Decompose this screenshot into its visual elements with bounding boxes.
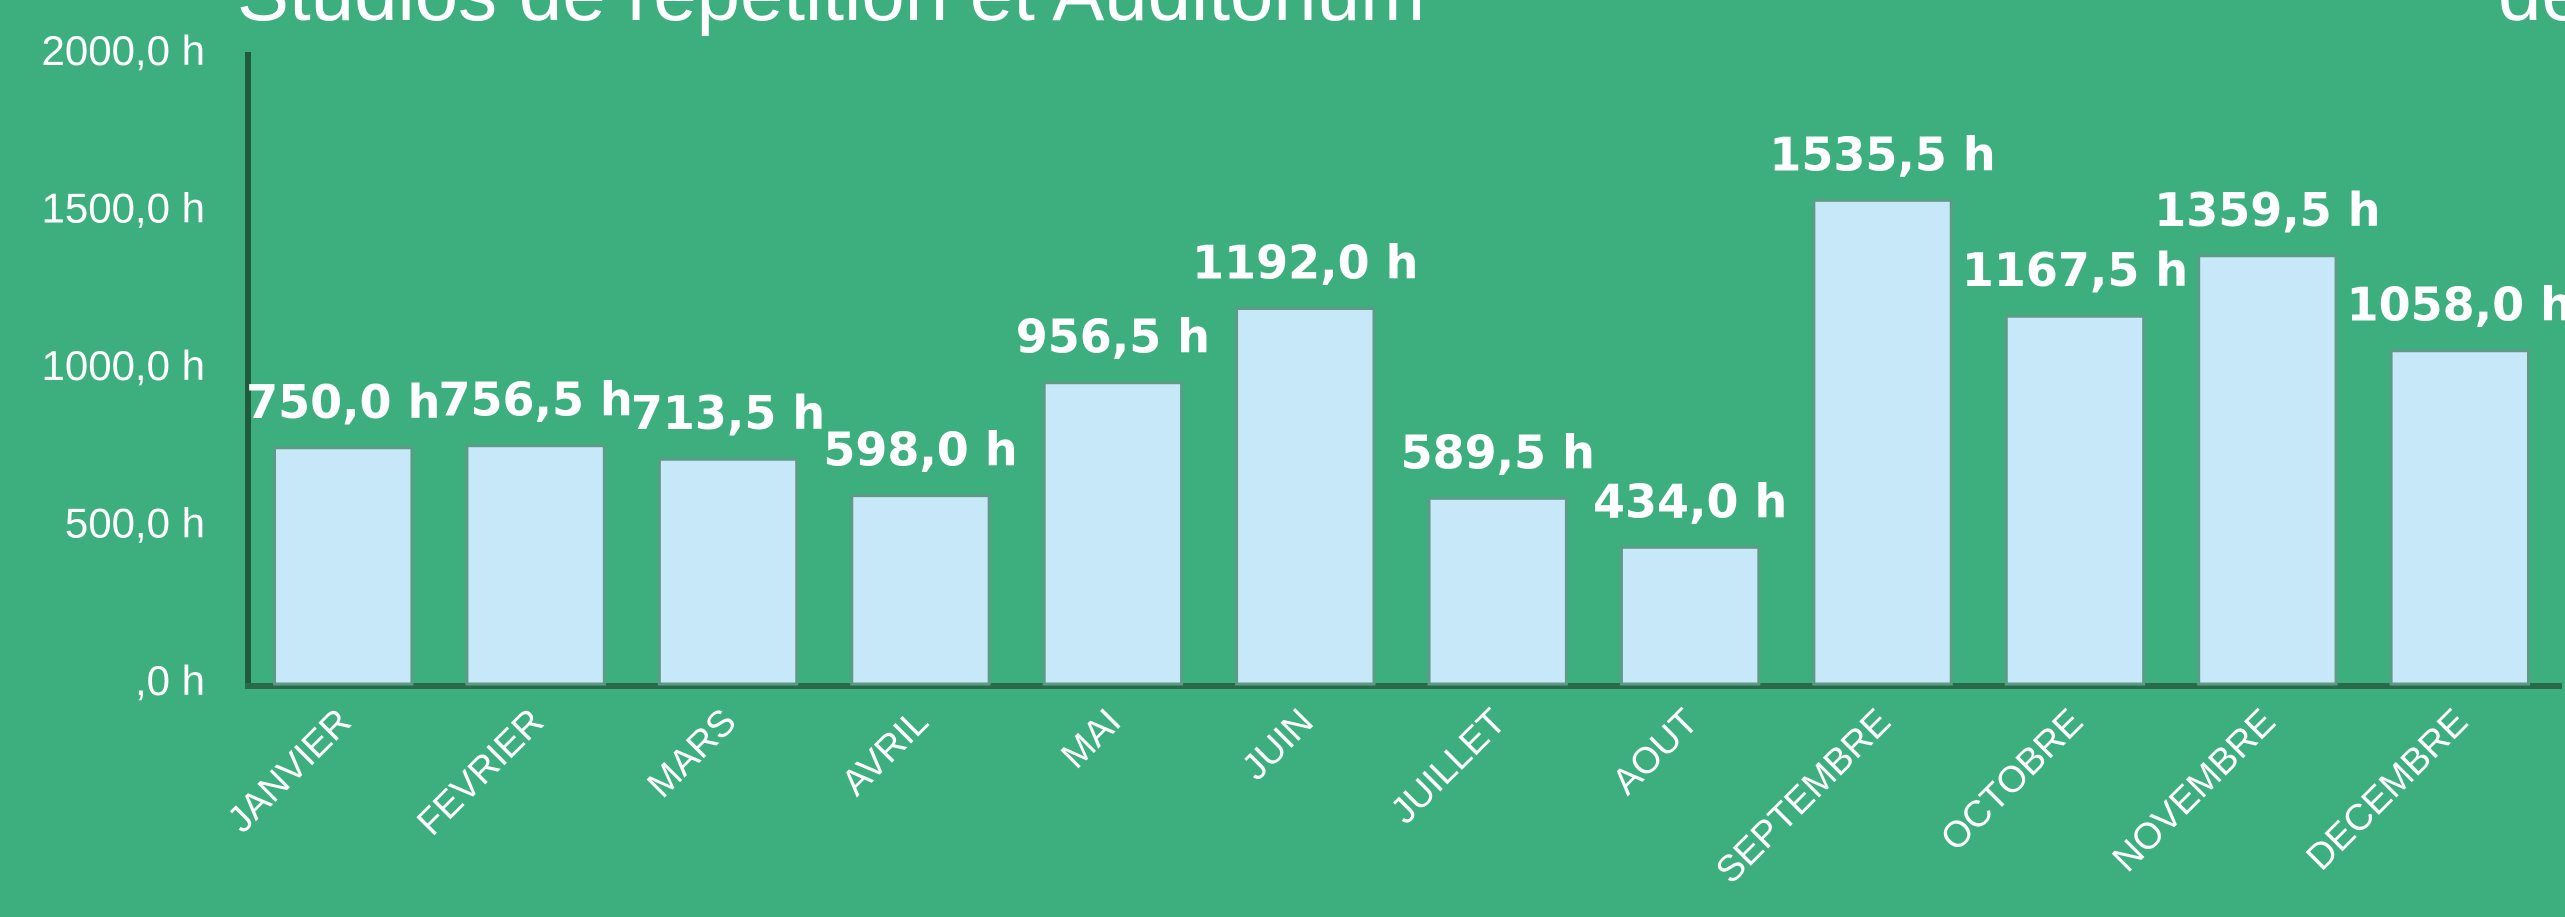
bar bbox=[1619, 545, 1761, 686]
value-label: 1058,0 h bbox=[2347, 278, 2565, 332]
annotation: de bbox=[2498, 0, 2565, 37]
value-label: 750,0 h bbox=[246, 375, 440, 429]
value-label: 1192,0 h bbox=[1192, 236, 1418, 290]
value-label: 1359,5 h bbox=[2154, 183, 2380, 237]
value-label: 434,0 h bbox=[1593, 474, 1787, 528]
y-tick-label: 1500,0 h bbox=[42, 185, 206, 232]
bar bbox=[2389, 349, 2530, 686]
y-tick-label: 500,0 h bbox=[65, 500, 205, 547]
bar bbox=[1427, 496, 1568, 686]
value-label: 956,5 h bbox=[1016, 310, 1210, 364]
y-tick-label: ,0 h bbox=[135, 657, 205, 704]
bar bbox=[850, 494, 991, 686]
y-tick-label: 1000,0 h bbox=[42, 342, 206, 389]
bar bbox=[2004, 314, 2146, 686]
y-tick-label: 2000,0 h bbox=[42, 27, 206, 74]
value-label: 1167,5 h bbox=[1962, 243, 2188, 297]
bar bbox=[657, 457, 799, 686]
value-label: 589,5 h bbox=[1401, 425, 1595, 479]
bar bbox=[465, 444, 606, 686]
chart-title: Studios de répétition et Auditorium bbox=[237, 0, 1425, 37]
bar bbox=[1042, 381, 1184, 686]
bar bbox=[2197, 254, 2338, 686]
bar bbox=[1235, 307, 1376, 686]
value-label: 1535,5 h bbox=[1769, 127, 1995, 181]
value-label: 598,0 h bbox=[823, 423, 1017, 477]
value-label: 713,5 h bbox=[631, 386, 825, 440]
bar bbox=[273, 446, 414, 686]
bar bbox=[1812, 198, 1953, 686]
value-label: 756,5 h bbox=[438, 373, 632, 427]
